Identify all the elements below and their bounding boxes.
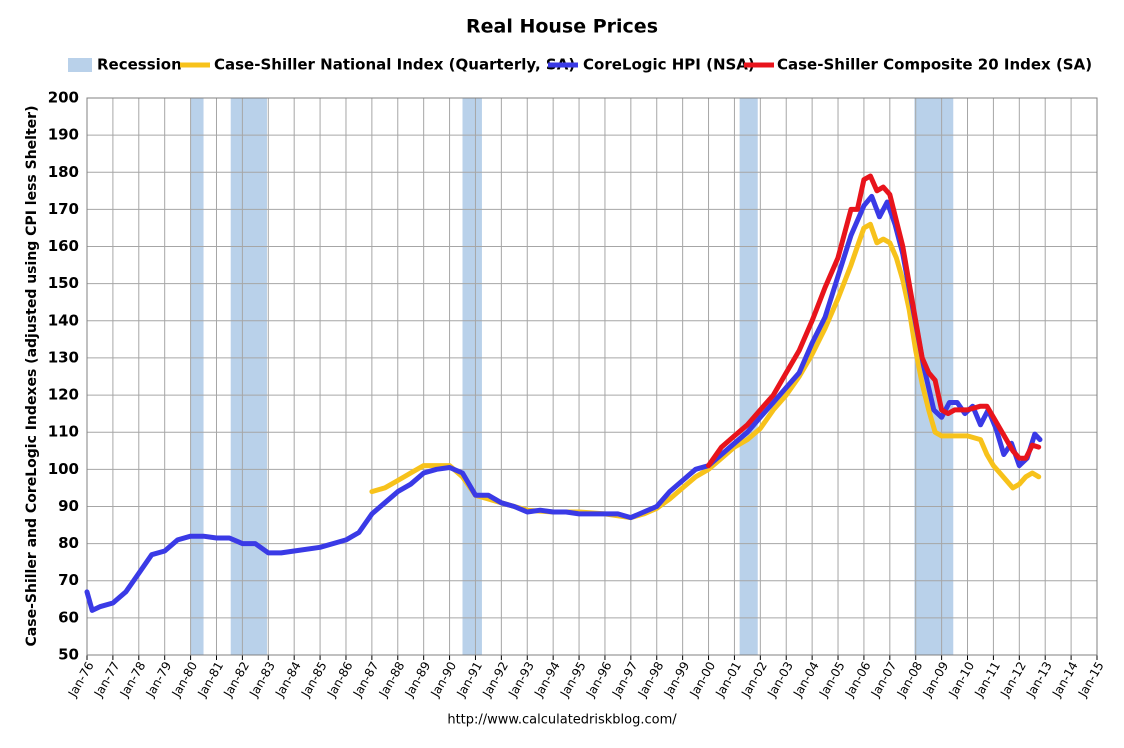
chart-title: Real House Prices [466, 16, 658, 38]
y-tick-label: 50 [58, 646, 79, 664]
y-tick-label: 130 [48, 348, 79, 366]
y-tick-label: 190 [48, 126, 79, 144]
recession-band [190, 98, 204, 655]
recession-band [462, 98, 482, 655]
y-tick-label: 100 [48, 460, 79, 478]
y-tick-label: 80 [58, 534, 79, 552]
y-tick-label: 200 [48, 89, 79, 107]
legend-label: Case-Shiller National Index (Quarterly, … [214, 56, 575, 74]
plot-border [86, 97, 1098, 656]
legend-label: Case-Shiller Composite 20 Index (SA) [777, 56, 1092, 74]
y-tick-label: 140 [48, 311, 79, 329]
recession-band [230, 98, 267, 655]
y-tick-label: 180 [48, 163, 79, 181]
y-tick-label: 160 [48, 237, 79, 255]
y-tick-label: 90 [58, 497, 79, 515]
series-line [84, 193, 1043, 613]
y-tick-label: 150 [48, 274, 79, 292]
y-tick-label: 120 [48, 386, 79, 404]
series-line [706, 173, 1042, 469]
legend-label: CoreLogic HPI (NSA) [583, 56, 755, 74]
y-tick-label: 110 [48, 423, 79, 441]
legend-label: Recession [97, 56, 182, 74]
source: http://www.calculatedriskblog.com/ [447, 713, 677, 728]
y-tick-label: 60 [58, 608, 79, 626]
legend-swatch [68, 58, 92, 72]
y-tick-label: 70 [58, 571, 79, 589]
y-axis-label: Case-Shiller and CoreLogic Indexes (adju… [24, 106, 40, 647]
recession-band [739, 98, 758, 655]
y-tick-label: 170 [48, 200, 79, 218]
